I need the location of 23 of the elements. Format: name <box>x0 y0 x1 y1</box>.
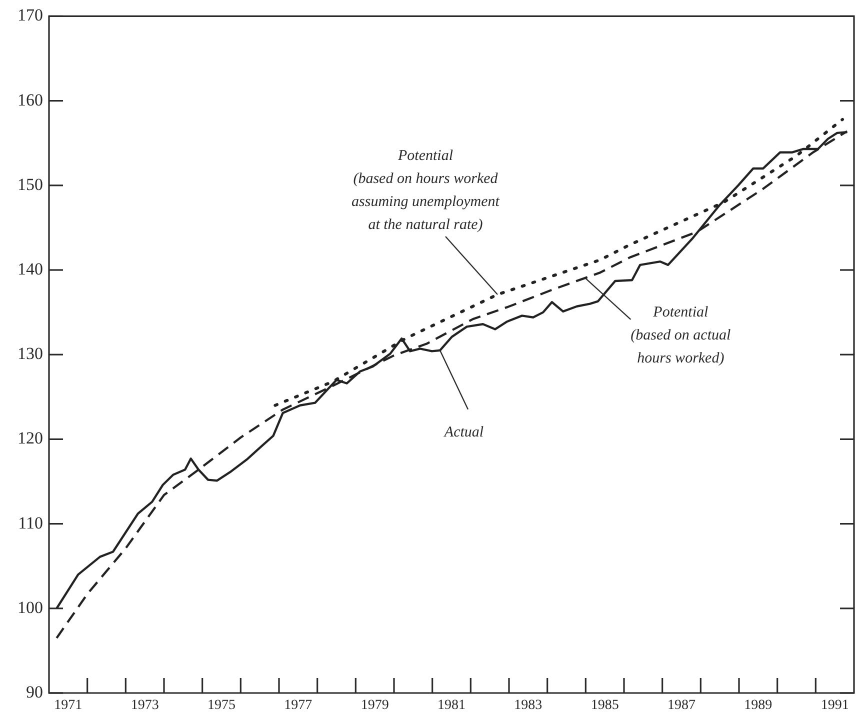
x-tick-label: 1985 <box>590 698 619 714</box>
x-tick-label: 1973 <box>130 698 159 714</box>
x-tick-label: 1989 <box>744 698 772 714</box>
y-tick-label: 130 <box>18 344 43 364</box>
x-tick-label: 1977 <box>284 698 312 714</box>
y-tick-label: 140 <box>18 259 43 278</box>
x-tick-label: 1991 <box>820 698 849 714</box>
x-tick-label: 1987 <box>668 698 696 714</box>
x-tick-label: 1981 <box>438 698 466 714</box>
x-tick-label: 1979 <box>360 698 389 714</box>
y-tick-label: 120 <box>18 428 43 448</box>
x-tick-label: 1983 <box>514 698 542 714</box>
y-tick-label: 90 <box>26 682 43 702</box>
y-tick-label: 170 <box>18 6 43 25</box>
x-tick-label: 1971 <box>54 698 82 714</box>
annotation: Potential (based on hours worked assuming unemployment at the natural rate) <box>352 148 500 233</box>
x-tick-label: 1975 <box>208 698 236 714</box>
y-tick-label: 100 <box>18 598 43 617</box>
annotation: Actual <box>443 424 484 440</box>
y-tick-label: 110 <box>18 513 43 532</box>
y-tick-label: 160 <box>18 90 43 110</box>
annotation: Potential (based on actual hours worked) <box>630 304 731 366</box>
y-tick-label: 150 <box>18 174 43 194</box>
